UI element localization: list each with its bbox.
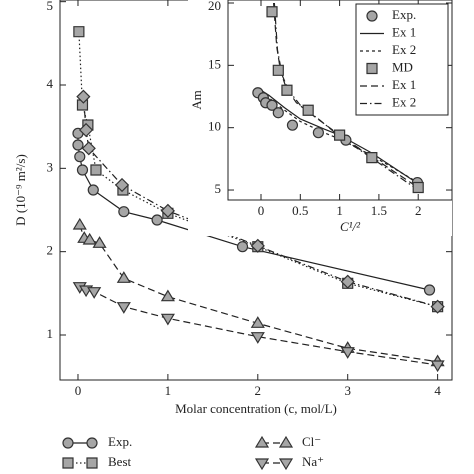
marker: [430, 299, 445, 314]
marker: [62, 437, 74, 449]
x-tick-label: 1: [165, 383, 172, 398]
y-tick-label: 5: [215, 181, 222, 196]
marker: [250, 238, 265, 253]
marker: [74, 151, 86, 163]
marker: [366, 152, 378, 164]
legend-label: Exp.: [392, 7, 416, 22]
marker: [116, 302, 131, 314]
y-tick-label: 20: [208, 0, 221, 13]
series-line: [272, 2, 419, 189]
marker: [114, 177, 130, 193]
x-tick-label: 1: [336, 203, 343, 218]
legend-label: MD: [392, 59, 413, 74]
x-tick-label: 0: [75, 383, 82, 398]
marker: [286, 119, 299, 131]
y-axis-label: D (10⁻⁹ m²/s): [13, 154, 28, 226]
y-tick-label: 2: [47, 243, 54, 258]
marker: [250, 332, 265, 344]
x-tick-label: 0.5: [292, 203, 308, 218]
marker: [366, 62, 378, 75]
marker: [92, 236, 107, 248]
legend-label: Ex 2: [392, 42, 416, 57]
marker: [334, 129, 346, 141]
marker: [272, 64, 284, 76]
y-tick-label: 10: [208, 119, 221, 134]
legend-label: Na⁺: [302, 454, 324, 469]
marker: [266, 99, 278, 111]
series-line: [273, 2, 419, 191]
marker: [423, 284, 436, 296]
marker: [412, 181, 424, 194]
marker: [254, 435, 270, 448]
marker: [160, 289, 175, 302]
marker: [366, 10, 378, 22]
x-axis-label: Molar concentration (c, mol/L): [175, 401, 337, 416]
legend-label: Ex 2: [392, 94, 416, 109]
marker: [76, 89, 91, 104]
y-tick-label: 5: [47, 0, 54, 13]
marker: [312, 127, 324, 139]
marker: [76, 164, 89, 176]
marker: [340, 347, 355, 359]
marker: [160, 203, 175, 218]
marker: [430, 360, 445, 373]
marker: [86, 437, 98, 449]
marker: [254, 458, 270, 471]
marker: [86, 457, 98, 469]
marker: [151, 214, 163, 226]
marker: [278, 458, 294, 471]
marker: [82, 232, 97, 245]
marker: [278, 435, 294, 448]
marker: [250, 316, 265, 328]
series-line: [260, 89, 419, 185]
y-tick-label: 4: [47, 76, 54, 91]
marker: [72, 139, 84, 151]
marker: [72, 217, 87, 230]
marker: [281, 84, 293, 96]
legend-box: [355, 3, 449, 116]
legend-label: Best: [108, 454, 132, 469]
marker: [90, 164, 102, 176]
marker: [62, 457, 74, 469]
marker: [118, 206, 130, 218]
marker: [73, 26, 85, 38]
marker: [266, 6, 278, 18]
x-tick-label: 0: [258, 203, 265, 218]
x-axis-label: C¹/²: [340, 219, 361, 234]
x-tick-label: 1.5: [371, 203, 387, 218]
y-axis-label: Am: [189, 90, 204, 110]
x-tick-label: 3: [344, 383, 351, 398]
marker: [87, 287, 102, 299]
series-line: [79, 286, 438, 366]
marker: [160, 313, 175, 326]
marker: [116, 271, 131, 283]
legend-label: Cl⁻: [302, 434, 321, 449]
marker: [302, 104, 314, 116]
y-tick-label: 15: [208, 56, 221, 71]
marker: [78, 122, 94, 138]
marker: [340, 274, 355, 289]
x-tick-label: 2: [415, 203, 422, 218]
marker: [272, 107, 284, 119]
marker: [81, 141, 96, 156]
legend-label: Exp.: [108, 434, 132, 449]
legend-label: Ex 1: [392, 24, 416, 39]
x-tick-label: 4: [434, 383, 441, 398]
x-tick-label: 2: [255, 383, 262, 398]
marker: [87, 184, 99, 196]
legend-label: Ex 1: [392, 77, 416, 92]
y-tick-label: 3: [47, 159, 54, 174]
plot-frame: [227, 0, 453, 201]
y-tick-label: 1: [47, 326, 54, 341]
marker: [236, 241, 249, 253]
